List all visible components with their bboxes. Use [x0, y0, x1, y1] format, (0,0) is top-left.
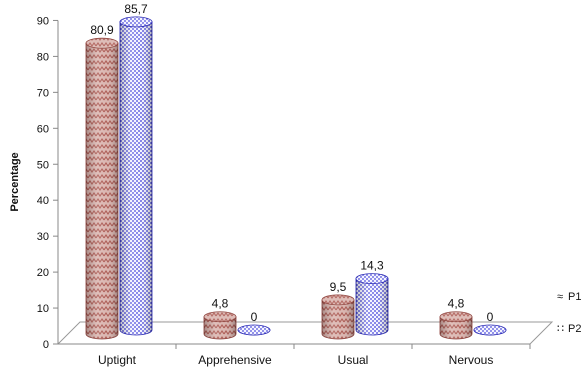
y-tick-label: 0	[43, 339, 49, 351]
legend-item-p1: ≈ P1	[557, 291, 581, 303]
data-label-p2: 0	[251, 310, 258, 324]
x-category-label: Apprehensive	[198, 353, 272, 367]
y-tick-label: 60	[37, 123, 49, 135]
y-tick-label: 80	[37, 51, 49, 63]
legend-swatch-p1: ≈	[557, 291, 563, 303]
data-label-p1: 80,9	[90, 23, 114, 37]
bar-p2-nervous	[473, 324, 507, 336]
y-axis-title: Percentage	[9, 152, 21, 211]
data-label-p2: 14,3	[360, 259, 384, 273]
bar-p1-uptight	[85, 37, 119, 340]
y-tick-label: 70	[37, 87, 49, 99]
bar-p2-usual	[355, 273, 389, 336]
y-tick-label: 30	[37, 231, 49, 243]
y-tick-label: 90	[37, 15, 49, 27]
bar-p2-uptight	[119, 16, 153, 336]
bar-p1-usual	[321, 294, 355, 340]
data-label-p2: 0	[487, 310, 494, 324]
y-tick-label: 40	[37, 195, 49, 207]
bars-layer	[85, 16, 507, 340]
legend-label-p2: P2	[568, 323, 581, 335]
legend-item-p2: ∷ P2	[557, 323, 581, 335]
legend: ≈ P1 ∷ P2	[557, 291, 581, 335]
labels-layer: 80,9 85,7 4,8 0 9,5 14,3 4,8 0	[90, 2, 493, 324]
bar-p2-apprehensive	[237, 324, 271, 336]
bar-p1-apprehensive	[203, 311, 237, 340]
x-category-label: Uptight	[98, 353, 137, 367]
y-tick-label: 10	[37, 303, 49, 315]
legend-label-p1: P1	[568, 291, 581, 303]
y-tick-label: 20	[37, 267, 49, 279]
x-category-label: Usual	[338, 353, 369, 367]
data-label-p1: 4,8	[212, 297, 229, 311]
data-label-p1: 4,8	[448, 297, 465, 311]
axis-layer: 0 10 20 30 40 50 60 70 80 90 Uptight Apprehensive Us…	[37, 15, 554, 367]
legend-swatch-p2: ∷	[557, 323, 564, 335]
x-category-label: Nervous	[449, 353, 494, 367]
y-tick-label: 50	[37, 159, 49, 171]
data-label-p2: 85,7	[124, 2, 148, 16]
data-label-p1: 9,5	[330, 280, 347, 294]
bar-p1-nervous	[439, 311, 473, 340]
